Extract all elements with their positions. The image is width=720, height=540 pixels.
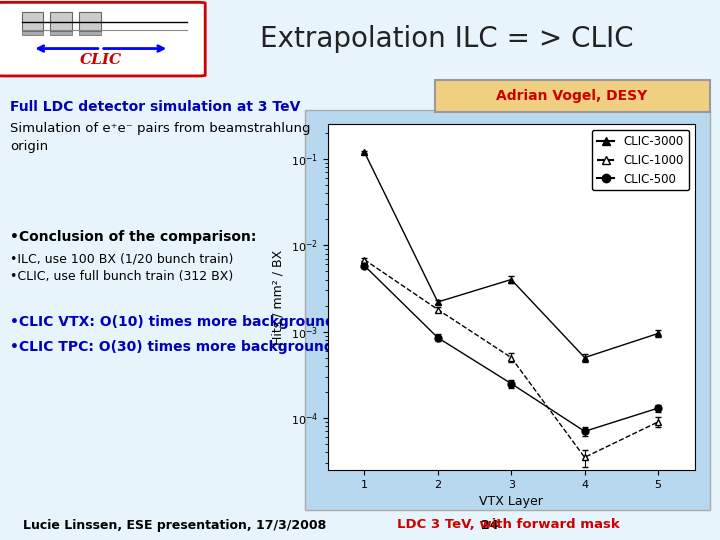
- Text: •CLIC, use full bunch train (312 BX): •CLIC, use full bunch train (312 BX): [10, 270, 233, 283]
- CLIC-500: [360, 262, 369, 269]
- CLIC-3000: [580, 354, 589, 361]
- CLIC-1000: [507, 354, 516, 361]
- Text: 24: 24: [481, 519, 499, 532]
- CLIC-500: [654, 405, 662, 411]
- Line: CLIC-3000: CLIC-3000: [361, 148, 662, 361]
- CLIC-500: [433, 334, 442, 341]
- Bar: [50, 31, 72, 35]
- Text: Full LDC detector simulation at 3 TeV: Full LDC detector simulation at 3 TeV: [10, 100, 300, 114]
- Legend: CLIC-3000, CLIC-1000, CLIC-500: CLIC-3000, CLIC-1000, CLIC-500: [592, 130, 689, 191]
- CLIC-3000: [654, 330, 662, 337]
- Bar: [305, 110, 710, 510]
- Y-axis label: Hits / mm² / BX: Hits / mm² / BX: [272, 249, 285, 345]
- CLIC-500: [580, 428, 589, 435]
- CLIC-3000: [507, 276, 516, 283]
- Bar: [79, 31, 101, 35]
- CLIC-3000: [433, 299, 442, 305]
- Line: CLIC-500: CLIC-500: [361, 262, 662, 435]
- Text: Simulation of e⁺e⁻ pairs from beamstrahlung: Simulation of e⁺e⁻ pairs from beamstrahl…: [10, 122, 310, 136]
- Text: •CLIC TPC: O(30) times more background: •CLIC TPC: O(30) times more background: [10, 340, 334, 354]
- Text: LDC 3 TeV, with forward mask: LDC 3 TeV, with forward mask: [397, 518, 619, 531]
- CLIC-1000: [580, 454, 589, 461]
- CLIC-3000: [360, 148, 369, 155]
- FancyBboxPatch shape: [0, 2, 205, 76]
- Text: •ILC, use 100 BX (1/20 bunch train): •ILC, use 100 BX (1/20 bunch train): [10, 252, 233, 265]
- X-axis label: VTX Layer: VTX Layer: [480, 495, 543, 508]
- Text: Adrian Vogel, DESY: Adrian Vogel, DESY: [496, 89, 647, 103]
- CLIC-1000: [433, 306, 442, 313]
- CLIC-1000: [654, 418, 662, 425]
- Bar: [79, 12, 101, 31]
- Bar: [22, 31, 43, 35]
- CLIC-1000: [360, 256, 369, 263]
- Line: CLIC-1000: CLIC-1000: [361, 256, 662, 461]
- Text: Extrapolation ILC = > CLIC: Extrapolation ILC = > CLIC: [260, 25, 633, 53]
- Text: •Conclusion of the comparison:: •Conclusion of the comparison:: [10, 230, 256, 244]
- Text: CLIC: CLIC: [80, 52, 122, 66]
- Text: Lucie Linssen, ESE presentation, 17/3/2008: Lucie Linssen, ESE presentation, 17/3/20…: [23, 519, 327, 532]
- Text: origin: origin: [10, 140, 48, 153]
- Text: •CLIC VTX: O(10) times more background: •CLIC VTX: O(10) times more background: [10, 315, 335, 329]
- Bar: [50, 12, 72, 31]
- Bar: [22, 12, 43, 31]
- Bar: [435, 80, 710, 112]
- CLIC-500: [507, 380, 516, 387]
